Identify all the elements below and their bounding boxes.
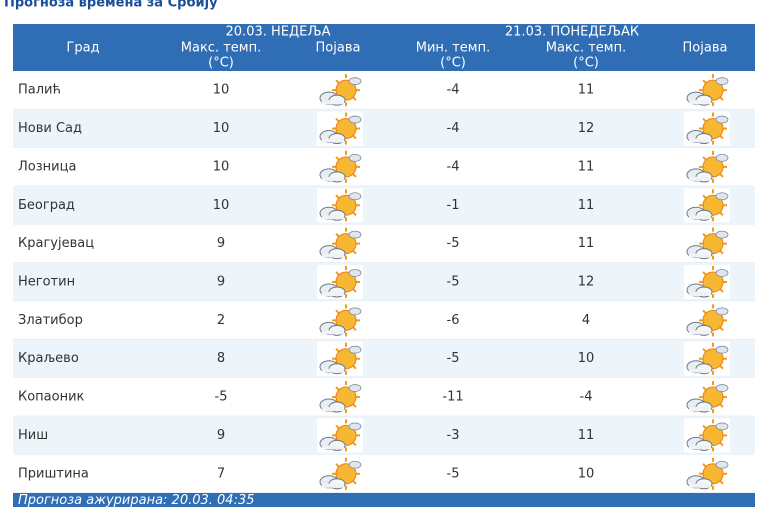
page-title: Прогноза времена за Србију — [4, 0, 218, 11]
table-row: Приштина 7 -5 10 — [13, 454, 755, 494]
temperature: 7 — [217, 466, 225, 481]
header-day: 20.03. НЕДЕЉА — [226, 25, 331, 40]
table-row: Краљево 8 -5 10 — [13, 339, 755, 379]
city-name: Приштина — [18, 466, 89, 481]
header-unit: (°C) — [440, 56, 466, 71]
header-column: Појава — [683, 41, 728, 56]
row-background — [13, 339, 755, 378]
temperature: -4 — [447, 159, 460, 174]
table-row: Палић 10 -4 11 — [13, 71, 755, 110]
temperature: 2 — [217, 313, 225, 328]
header-unit: (°C) — [208, 56, 234, 71]
row-background — [13, 186, 755, 225]
temperature: 9 — [217, 428, 225, 443]
temperature: -5 — [215, 390, 228, 405]
header-column: Мин. темп. — [416, 41, 490, 56]
city-name: Лозница — [18, 159, 76, 174]
table-row: Лозница 10 -4 11 — [13, 147, 755, 187]
temperature: -11 — [442, 390, 463, 405]
table-row: Нови Сад 10 -4 12 — [13, 109, 755, 149]
temperature: 10 — [213, 198, 230, 213]
table-row: Неготин 9 -5 12 — [13, 262, 755, 302]
city-name: Златибор — [18, 313, 83, 328]
temperature: -6 — [447, 313, 460, 328]
temperature: 11 — [578, 198, 595, 213]
temperature: 8 — [217, 351, 225, 366]
temperature: -1 — [447, 198, 460, 213]
row-background — [13, 109, 755, 148]
temperature: -4 — [580, 390, 593, 405]
table-row: Ниш 9 -3 11 — [13, 416, 755, 456]
header-unit: (°C) — [573, 56, 599, 71]
temperature: -5 — [447, 351, 460, 366]
header-day: 21.03. ПОНЕДЕЉАК — [505, 25, 639, 40]
row-background — [13, 301, 755, 340]
row-background — [13, 416, 755, 455]
footer-text: Прогноза ажурирана: 20.03. 04:35 — [18, 493, 255, 508]
table-row: Копаоник -5 -11 -4 — [13, 377, 755, 417]
temperature: 12 — [578, 121, 595, 136]
row-background — [13, 147, 755, 187]
table-row: Крагујевац 9 -5 11 — [13, 224, 755, 264]
temperature: -4 — [447, 121, 460, 136]
table-row: Златибор 2 -6 4 — [13, 301, 755, 341]
header-column: Макс. темп. — [546, 41, 626, 56]
temperature: 10 — [213, 83, 230, 98]
temperature: 10 — [213, 159, 230, 174]
temperature: 11 — [578, 159, 595, 174]
temperature: -5 — [447, 236, 460, 251]
row-background — [13, 262, 755, 302]
city-name: Неготин — [18, 274, 75, 289]
temperature: -5 — [447, 274, 460, 289]
temperature: 9 — [217, 236, 225, 251]
temperature: -3 — [447, 428, 460, 443]
table-header — [13, 24, 755, 71]
table-row: Београд 10 -1 11 — [13, 186, 755, 225]
header-column: Појава — [316, 41, 361, 56]
footer-bar — [13, 493, 755, 507]
temperature: 11 — [578, 236, 595, 251]
city-name: Палић — [18, 83, 61, 98]
city-name: Краљево — [18, 351, 79, 366]
temperature: 11 — [578, 428, 595, 443]
city-name: Копаоник — [18, 390, 85, 405]
temperature: 10 — [578, 466, 595, 481]
city-name: Београд — [18, 198, 75, 213]
temperature: 9 — [217, 274, 225, 289]
city-name: Крагујевац — [18, 236, 94, 251]
header-city: Град — [66, 41, 99, 56]
row-background — [13, 71, 755, 110]
temperature: 10 — [213, 121, 230, 136]
temperature: 4 — [582, 313, 590, 328]
temperature: 12 — [578, 274, 595, 289]
temperature: 11 — [578, 83, 595, 98]
city-name: Ниш — [18, 428, 48, 443]
city-name: Нови Сад — [18, 121, 82, 136]
row-background — [13, 377, 755, 417]
temperature: 10 — [578, 351, 595, 366]
row-background — [13, 454, 755, 493]
row-background — [13, 224, 755, 263]
temperature: -5 — [447, 466, 460, 481]
temperature: -4 — [447, 83, 460, 98]
header-column: Макс. темп. — [181, 41, 261, 56]
